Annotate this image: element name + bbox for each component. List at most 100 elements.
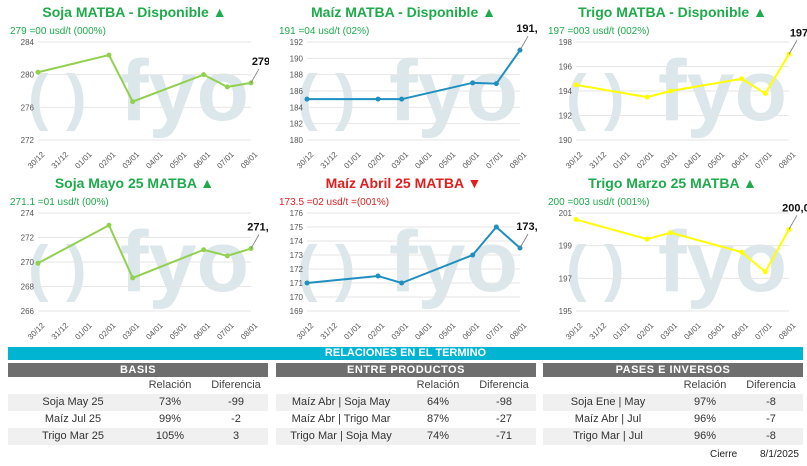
- label-leader: [519, 233, 529, 249]
- y-tick-label: 195: [559, 307, 573, 316]
- data-point: [739, 249, 745, 255]
- end-value-label: 173,5: [516, 221, 538, 233]
- chart-panel-trigo-marzo: Trigo Marzo 25 MATBA ▲ 200 =003 usd/t (0…: [538, 171, 807, 344]
- header-diferencia: Diferencia: [211, 379, 261, 391]
- row-relacion: 99%: [158, 413, 182, 425]
- x-tick-label: 06/01: [192, 150, 213, 171]
- data-point: [35, 69, 41, 75]
- x-tick-label: 07/01: [215, 321, 236, 342]
- x-tick-label: 08/01: [777, 150, 798, 171]
- x-tick-label: 06/01: [461, 150, 482, 171]
- x-tick-label: 03/01: [390, 321, 411, 342]
- row-relacion: 74%: [426, 430, 450, 442]
- chart-panel-trigo-disponible: Trigo MATBA - Disponible ▲ 197 =003 usd/…: [538, 0, 807, 173]
- y-tick-label: 272: [21, 234, 35, 243]
- row-relacion: 96%: [693, 413, 717, 425]
- table-entre-productos: ENTRE PRODUCTOS Relación Diferencia Maíz…: [276, 363, 536, 445]
- y-tick-label: 170: [290, 293, 304, 302]
- y-tick-label: 176: [290, 209, 304, 218]
- end-value-label: 197: [790, 27, 807, 39]
- table-title: BASIS: [8, 363, 268, 377]
- series-line: [306, 225, 521, 285]
- data-point: [106, 222, 112, 228]
- watermark-paren: ( ): [28, 234, 87, 303]
- chart-title: Maíz MATBA - Disponible ▲: [311, 4, 496, 20]
- x-tick-label: 07/01: [484, 150, 505, 171]
- data-point: [762, 269, 768, 275]
- data-point: [573, 82, 579, 88]
- x-tick-label: 05/01: [168, 321, 189, 342]
- series-line: [307, 49, 521, 101]
- data-point: [201, 72, 207, 78]
- series-line: [37, 53, 252, 103]
- data-point: [493, 81, 499, 87]
- row-relacion: 96%: [693, 430, 717, 442]
- x-tick-label: 31/12: [50, 150, 71, 171]
- end-value-label: 191,0: [516, 23, 538, 35]
- footer-date: 8/1/2025: [760, 449, 799, 460]
- y-tick-label: 174: [290, 237, 304, 246]
- x-tick-label: 31/12: [588, 150, 609, 171]
- y-tick-label: 190: [290, 54, 304, 63]
- row-name: Maíz Jul 25: [44, 413, 102, 425]
- row-name: Maíz Abr | Trigo Mar: [291, 413, 391, 425]
- y-tick-label: 272: [21, 136, 35, 145]
- x-tick-label: 04/01: [144, 321, 165, 342]
- series-line: [37, 223, 252, 280]
- y-tick-label: 192: [290, 38, 304, 47]
- y-tick-label: 180: [290, 136, 304, 145]
- x-tick-label: 05/01: [437, 150, 458, 171]
- chart-subtitle: 200 =003 usd/t (001%): [548, 197, 650, 208]
- x-tick-label: 05/01: [706, 321, 727, 342]
- table-header-row: Relación Diferencia: [8, 377, 268, 394]
- row-relacion: 105%: [155, 430, 185, 442]
- data-point: [739, 76, 745, 82]
- data-point: [762, 90, 768, 96]
- x-tick-label: 02/01: [366, 321, 387, 342]
- x-tick-label: 31/12: [588, 321, 609, 342]
- row-diferencia: -8: [766, 396, 776, 408]
- data-point: [668, 230, 674, 236]
- chart-title: Maíz Abril 25 MATBA ▼: [325, 175, 482, 191]
- x-tick-label: 08/01: [239, 321, 260, 342]
- x-tick-label: 01/01: [342, 321, 363, 342]
- row-relacion: 73%: [158, 396, 182, 408]
- data-point: [304, 280, 310, 286]
- relations-section: RELACIONES EN EL TERMINO BASIS Relación …: [8, 347, 803, 445]
- x-tick-label: 08/01: [239, 150, 260, 171]
- table-row: Maíz Abr | Jul 96% -7: [543, 411, 803, 428]
- row-diferencia: -2: [231, 413, 241, 425]
- chart-subtitle: 279 =00 usd/t (000%): [10, 26, 106, 37]
- x-tick-label: 01/01: [611, 321, 632, 342]
- header-diferencia: Diferencia: [479, 379, 529, 391]
- y-tick-label: 169: [290, 307, 304, 316]
- y-tick-label: 276: [21, 103, 35, 112]
- table-row: Maíz Jul 25 99% -2: [8, 411, 268, 428]
- data-point: [375, 96, 381, 102]
- header-relacion: Relación: [416, 379, 460, 391]
- x-tick-label: 03/01: [659, 321, 680, 342]
- y-tick-label: 196: [559, 63, 573, 72]
- x-tick-label: 04/01: [413, 321, 434, 342]
- data-point: [201, 247, 207, 253]
- data-point: [470, 252, 476, 258]
- x-tick-label: 06/01: [730, 150, 751, 171]
- data-point: [668, 88, 674, 94]
- data-point: [644, 236, 650, 242]
- series-line: [575, 218, 790, 274]
- y-tick-label: 268: [21, 283, 35, 292]
- data-point: [470, 80, 476, 86]
- data-point: [130, 99, 136, 105]
- x-tick-label: 31/12: [319, 150, 340, 171]
- table-basis: BASIS Relación Diferencia Soja May 25 73…: [8, 363, 268, 445]
- x-tick-label: 03/01: [659, 150, 680, 171]
- chart-subtitle: 197 =003 usd/t (002%): [548, 26, 650, 37]
- table-row: Maíz Abr | Trigo Mar 87% -27: [276, 411, 536, 428]
- x-tick-label: 06/01: [461, 321, 482, 342]
- chart-svg: ( ) fyo 195 197 199 201 30/12 31/12 01/01 02/01 03…: [559, 202, 807, 342]
- y-tick-label: 266: [21, 307, 35, 316]
- y-tick-label: 192: [559, 112, 573, 121]
